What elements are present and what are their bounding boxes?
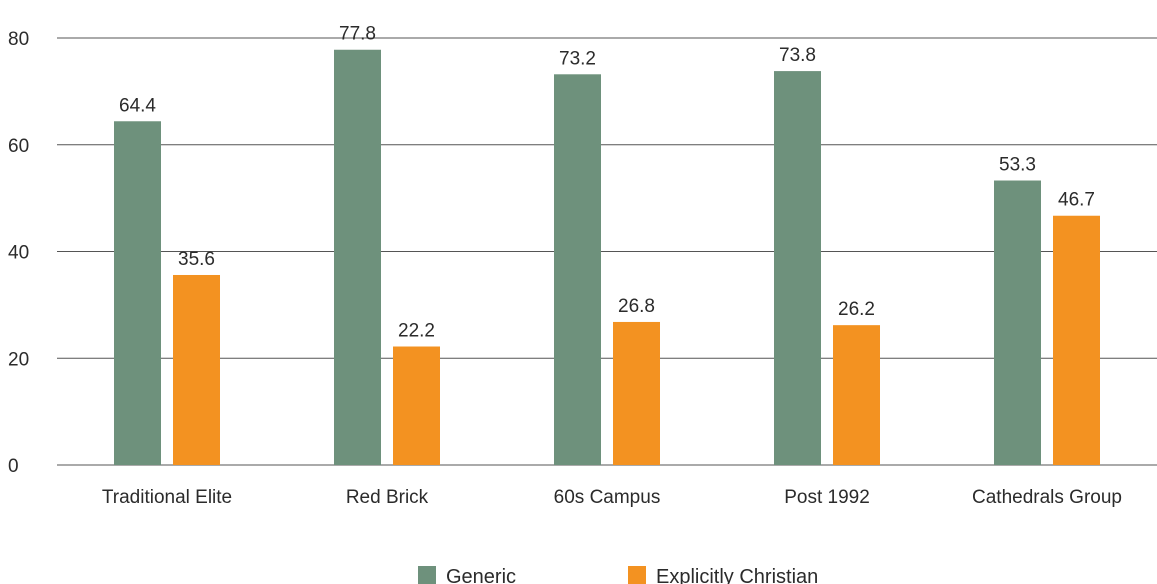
legend-label: Generic — [446, 566, 516, 584]
bar-explicitly-christian — [393, 346, 440, 465]
bar-generic — [774, 71, 821, 465]
y-tick-label: 0 — [8, 456, 19, 477]
y-tick-label: 80 — [8, 29, 29, 50]
y-tick-label: 40 — [8, 243, 29, 264]
x-tick-label: Cathedrals Group — [972, 487, 1122, 508]
data-label: 73.2 — [559, 48, 596, 69]
data-label: 53.3 — [999, 155, 1036, 176]
gridlines — [57, 37, 1157, 466]
y-tick-label: 20 — [8, 349, 29, 370]
bar-generic — [114, 121, 161, 465]
x-tick-label: Red Brick — [346, 487, 429, 508]
data-label: 26.2 — [838, 299, 875, 320]
bar-generic — [554, 74, 601, 466]
y-tick-label: 60 — [8, 136, 29, 157]
y-axis: 0 20 40 60 80 — [8, 29, 29, 477]
bar-explicitly-christian — [613, 321, 660, 465]
bar-generic — [334, 49, 381, 466]
bar-explicitly-christian — [833, 325, 880, 465]
x-tick-label: Post 1992 — [784, 487, 870, 508]
bar-generic — [994, 180, 1041, 466]
legend-swatch-explicitly-christian — [628, 566, 646, 584]
x-tick-label: Traditional Elite — [102, 487, 232, 508]
data-label: 26.8 — [618, 296, 655, 317]
bar-explicitly-christian — [173, 274, 220, 465]
bars — [114, 49, 1100, 466]
legend: Generic Explicitly Christian — [418, 566, 818, 584]
data-label: 22.2 — [398, 321, 435, 342]
data-label: 35.6 — [178, 249, 215, 270]
legend-swatch-generic — [418, 566, 436, 584]
data-label: 64.4 — [119, 95, 156, 116]
data-labels: 64.4 35.6 77.8 22.2 73.2 26.8 73.8 26.2 53.3 46.7 — [119, 24, 1095, 342]
data-label: 73.8 — [779, 45, 816, 66]
data-label: 46.7 — [1058, 190, 1095, 211]
data-label: 77.8 — [339, 24, 376, 45]
x-axis: Traditional Elite Red Brick 60s Campus Post… — [102, 487, 1122, 508]
x-tick-label: 60s Campus — [554, 487, 661, 508]
legend-label: Explicitly Christian — [656, 566, 818, 584]
bar-explicitly-christian — [1053, 215, 1100, 465]
